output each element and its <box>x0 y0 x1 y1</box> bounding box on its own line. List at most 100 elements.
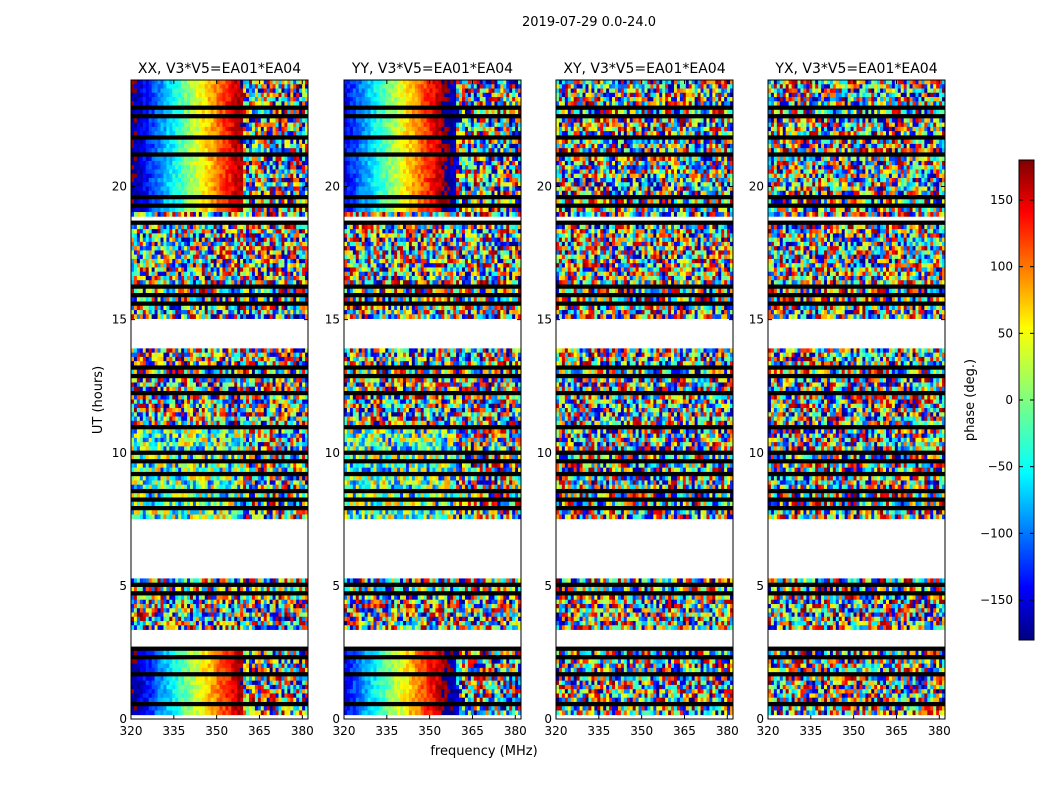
heatmap-cell <box>251 186 256 192</box>
heatmap-cell <box>246 122 250 128</box>
heatmap-cell <box>133 224 138 230</box>
heatmap-cell <box>222 280 226 285</box>
heatmap-cell <box>243 275 247 281</box>
heatmap-cell <box>228 437 232 443</box>
heatmap-cell <box>287 599 291 605</box>
heatmap-cell <box>213 433 217 439</box>
heatmap-cell <box>278 297 282 302</box>
heatmap-cell <box>305 378 309 383</box>
heatmap-cell <box>204 454 209 460</box>
flagged-row <box>131 497 308 503</box>
heatmap-cell <box>151 160 155 166</box>
heatmap-cell <box>228 403 232 409</box>
heatmap-cell <box>151 463 155 469</box>
heatmap-cell <box>305 467 309 473</box>
heatmap-cell <box>157 207 161 213</box>
heatmap-cell <box>181 241 185 247</box>
heatmap-cell <box>172 271 176 277</box>
heatmap-cell <box>133 267 138 273</box>
heatmap-cell <box>240 165 244 170</box>
heatmap-cell <box>219 131 223 136</box>
heatmap-cell <box>251 395 256 400</box>
heatmap-cell <box>210 348 214 354</box>
heatmap-cell <box>175 437 179 443</box>
heatmap-cell <box>172 467 176 473</box>
heatmap-cell <box>210 603 214 609</box>
heatmap-cell <box>166 275 170 281</box>
heatmap-cell <box>231 608 235 613</box>
heatmap-cell <box>136 84 141 89</box>
heatmap-cell <box>269 314 273 319</box>
heatmap-cell <box>249 314 253 319</box>
heatmap-cell <box>181 382 185 388</box>
heatmap-cell <box>195 493 200 498</box>
heatmap-cell <box>281 101 285 106</box>
heatmap-cell <box>184 514 188 520</box>
heatmap-cell <box>302 92 306 98</box>
heatmap-cell <box>275 101 279 106</box>
heatmap-cell <box>148 109 153 115</box>
heatmap-cell <box>254 429 259 434</box>
heatmap-cell <box>290 97 294 102</box>
heatmap-cell <box>246 126 250 132</box>
heatmap-cell <box>145 361 150 366</box>
heatmap-cell <box>281 514 285 520</box>
heatmap-cell <box>198 454 203 460</box>
heatmap-cell <box>302 237 306 243</box>
heatmap-cell <box>169 148 173 153</box>
heatmap-cell <box>272 139 276 145</box>
heatmap-cell <box>287 207 291 213</box>
heatmap-cell <box>269 480 273 486</box>
heatmap-cell <box>290 348 294 354</box>
heatmap-cell <box>219 348 223 354</box>
heatmap-cell <box>251 437 256 443</box>
heatmap-cell <box>142 403 147 409</box>
heatmap-cell <box>151 199 155 204</box>
heatmap-cell <box>192 101 197 106</box>
heatmap-cell <box>175 310 179 315</box>
heatmap-cell <box>251 199 256 204</box>
heatmap-cell <box>243 454 247 460</box>
heatmap-cell <box>207 263 212 268</box>
heatmap-cell <box>166 314 170 319</box>
heatmap-cell <box>237 97 241 102</box>
heatmap-cell <box>296 101 300 106</box>
heatmap-cell <box>243 467 247 473</box>
heatmap-cell <box>272 275 276 281</box>
heatmap-cell <box>231 386 235 392</box>
heatmap-cell <box>243 446 247 452</box>
heatmap-cell <box>237 165 241 170</box>
heatmap-cell <box>163 224 167 230</box>
heatmap-cell <box>299 80 303 85</box>
heatmap-cell <box>222 237 226 243</box>
heatmap-cell <box>287 237 291 243</box>
heatmap-cell <box>151 416 155 422</box>
heatmap-cell <box>207 480 212 486</box>
heatmap-cell <box>187 143 191 149</box>
heatmap-cell <box>145 258 150 264</box>
heatmap-cell <box>234 271 238 277</box>
heatmap-cell <box>249 429 253 434</box>
heatmap-cell <box>131 314 135 319</box>
heatmap-cell <box>240 612 244 618</box>
heatmap-cell <box>299 148 303 153</box>
heatmap-cell <box>222 224 226 230</box>
heatmap-cell <box>154 101 158 106</box>
heatmap-cell <box>192 143 197 149</box>
heatmap-cell <box>139 446 144 452</box>
heatmap-cell <box>293 250 297 256</box>
heatmap-cell <box>278 126 282 132</box>
heatmap-cell <box>136 182 141 187</box>
heatmap-cell <box>257 493 262 498</box>
heatmap-cell <box>145 126 150 132</box>
heatmap-cell <box>157 126 161 132</box>
heatmap-cell <box>187 207 191 213</box>
heatmap-cell <box>163 254 167 260</box>
heatmap-cell <box>181 578 185 584</box>
heatmap-cell <box>240 501 244 507</box>
heatmap-cell <box>237 288 241 294</box>
heatmap-cell <box>195 258 200 264</box>
heatmap-cell <box>251 514 256 520</box>
heatmap-cell <box>131 122 135 128</box>
heatmap-cell <box>175 514 179 520</box>
